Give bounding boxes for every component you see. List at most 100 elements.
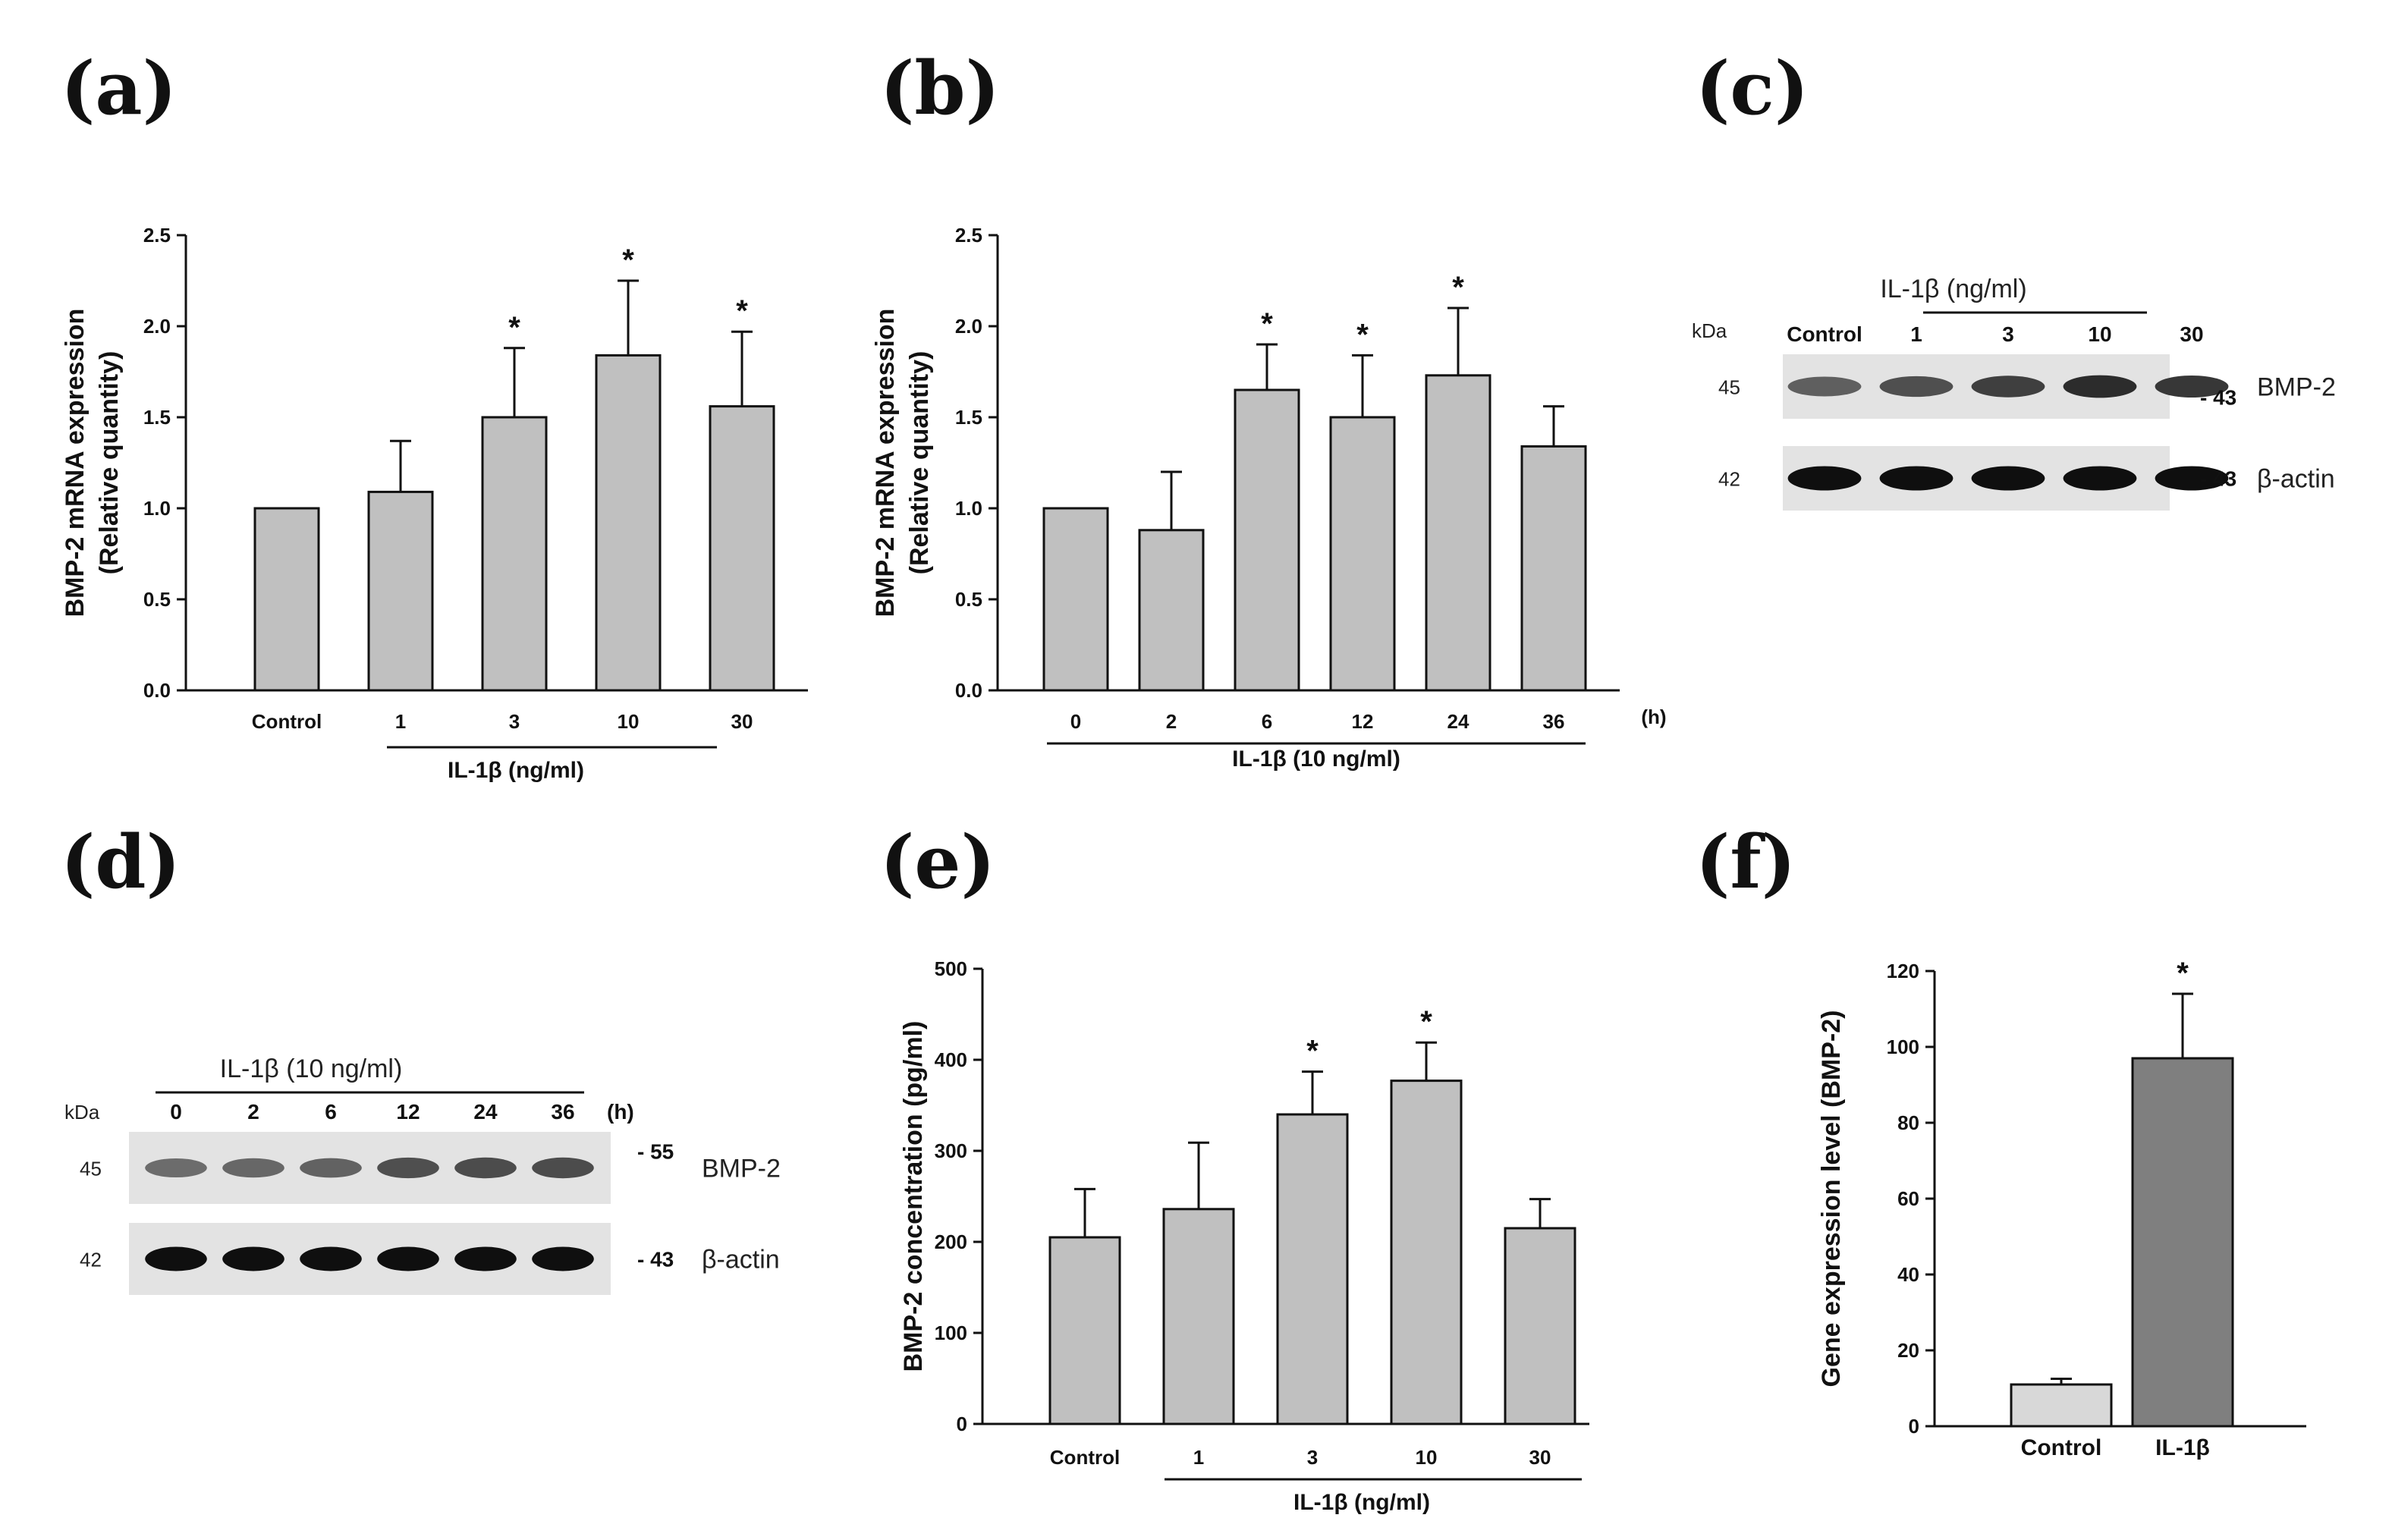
molecular-weight-marker: - 43 (2200, 467, 2236, 491)
y-tick-label: 1.5 (955, 406, 982, 429)
significance-star: * (736, 294, 748, 328)
significance-star: * (622, 244, 634, 277)
blot-header: IL-1β (10 ng/ml) (220, 1054, 403, 1083)
bar-3 (481, 416, 548, 692)
y-tick-label: 2.0 (955, 315, 982, 338)
blot-band-β-actin (2155, 466, 2229, 491)
y-tick-label: 0.0 (955, 679, 982, 702)
y-tick-label: 20 (1897, 1339, 1919, 1362)
significance-star: * (1261, 307, 1273, 341)
molecular-weight-marker: - 43 (637, 1248, 674, 1271)
blot-band-BMP-2 (454, 1157, 517, 1179)
y-tick-label: 0 (957, 1413, 967, 1435)
y-tick-label: 120 (1887, 960, 1919, 982)
left-kda: 42 (1718, 468, 1740, 491)
panel-label-d: (d) (61, 819, 181, 905)
left-kda: 45 (1718, 376, 1740, 399)
unit-label: (h) (1641, 706, 1666, 728)
y-tick-label: 80 (1897, 1111, 1919, 1134)
panel-label-b: (b) (880, 46, 1000, 131)
chart-b: (b) 0.0 0.5 1.0 1.5 2.0 2.5 BMP-2 mRNA expressi… (871, 46, 1667, 772)
left-kda: 42 (80, 1249, 102, 1271)
blot-band-BMP-2 (145, 1158, 207, 1178)
lane-label: Control (1787, 322, 1862, 346)
kda-label: kDa (1692, 319, 1727, 342)
y-tick-label: 500 (935, 957, 967, 980)
y-tick-label: 0.5 (955, 588, 982, 611)
x-tick-label: 3 (509, 710, 520, 733)
blot-band-BMP-2 (1879, 376, 1954, 398)
western-blot-c: (c) IL-1β (ng/ml) kDa Control 1 3 10 30 45 - 43 BM… (1692, 46, 2336, 511)
significance-star: * (508, 311, 520, 344)
y-tick-label: 2.5 (955, 224, 982, 247)
blot-band-β-actin (145, 1246, 207, 1271)
bar-Control (253, 507, 320, 692)
lane-label: 30 (2180, 322, 2203, 346)
bar-1 (1162, 1208, 1235, 1425)
blot-membrane (129, 1132, 611, 1204)
protein-label-β-actin: β-actin (702, 1246, 780, 1274)
chart-a: (a) 0.0 0.5 1.0 1.5 2.0 2.5 BMP-2 mRNA expressi… (61, 46, 808, 783)
blot-band-β-actin (454, 1246, 517, 1271)
bar-6 (1234, 388, 1300, 692)
blot-band-β-actin (377, 1246, 439, 1271)
x-tick-label: 30 (1529, 1446, 1551, 1469)
lane-label: 12 (396, 1100, 420, 1124)
blot-band-β-actin (532, 1246, 594, 1271)
bar-24 (1425, 374, 1491, 692)
bar-12 (1329, 416, 1396, 692)
y-tick-label: 1.0 (955, 497, 982, 520)
blot-band-β-actin (1971, 466, 2045, 491)
group-label: IL-1β (ng/ml) (1293, 1490, 1430, 1515)
y-axis-title: BMP-2 concentration (pg/ml) (899, 1021, 928, 1372)
panel-label-c: (c) (1696, 46, 1809, 131)
y-tick-label: 0 (1909, 1415, 1919, 1438)
lane-label: 24 (473, 1100, 498, 1124)
bar-0 (1042, 507, 1109, 692)
chart-f: (f) 0 20 40 60 80 100 120 Gene expression level … (1696, 819, 2306, 1460)
bar-IL-1β (2131, 1057, 2234, 1428)
chart-e: (e) 0 100 200 300 400 500 BMP-2 concentration (… (880, 819, 1589, 1515)
bar-36 (1520, 445, 1587, 692)
lane-label: 36 (551, 1100, 574, 1124)
lane-label: 10 (2088, 322, 2111, 346)
lane-label: 6 (325, 1100, 337, 1124)
blot-band-BMP-2 (1787, 376, 1862, 397)
y-tick-label: 2.0 (143, 315, 171, 338)
bar-3 (1276, 1113, 1349, 1425)
significance-star: * (2177, 957, 2189, 990)
x-tick-label: 1 (1193, 1446, 1204, 1469)
bar-2 (1138, 529, 1205, 692)
blot-band-β-actin (1879, 466, 1954, 491)
x-tick-label: 36 (1543, 710, 1565, 733)
y-tick-label: 60 (1897, 1187, 1919, 1210)
panel-label-a: (a) (61, 46, 177, 131)
significance-star: * (1306, 1035, 1319, 1068)
blot-band-β-actin (300, 1246, 362, 1271)
unit-label: (h) (607, 1100, 634, 1124)
y-tick-label: 0.0 (143, 679, 171, 702)
x-tick-label: 1 (395, 710, 406, 733)
western-blot-d: (d) IL-1β (10 ng/ml) kDa 0 2 6 12 24 36 (h) 45 - 55… (61, 819, 781, 1295)
y-tick-label: 100 (935, 1322, 967, 1344)
blot-membrane (129, 1223, 611, 1295)
y-axis-title: BMP-2 mRNA expression (61, 309, 90, 618)
protein-label-β-actin: β-actin (2257, 465, 2335, 494)
y-axis-subtitle: (Relative quantity) (95, 351, 124, 575)
x-tick-label: 10 (1416, 1446, 1438, 1469)
bar-Control (2010, 1383, 2113, 1428)
protein-label-BMP-2: BMP-2 (702, 1155, 781, 1183)
bar-1 (367, 490, 434, 692)
blot-band-BMP-2 (300, 1158, 362, 1178)
y-tick-label: 1.5 (143, 406, 171, 429)
lane-label: 0 (170, 1100, 182, 1124)
protein-label-BMP-2: BMP-2 (2257, 373, 2336, 402)
x-tick-label: Control (252, 710, 322, 733)
panel-label-f: (f) (1696, 819, 1796, 905)
significance-star: * (1420, 1005, 1432, 1039)
blot-band-BMP-2 (377, 1157, 439, 1179)
x-tick-label: 6 (1262, 710, 1272, 733)
blot-band-β-actin (222, 1246, 284, 1271)
significance-star: * (1452, 271, 1464, 304)
x-tick-label: 2 (1166, 710, 1177, 733)
